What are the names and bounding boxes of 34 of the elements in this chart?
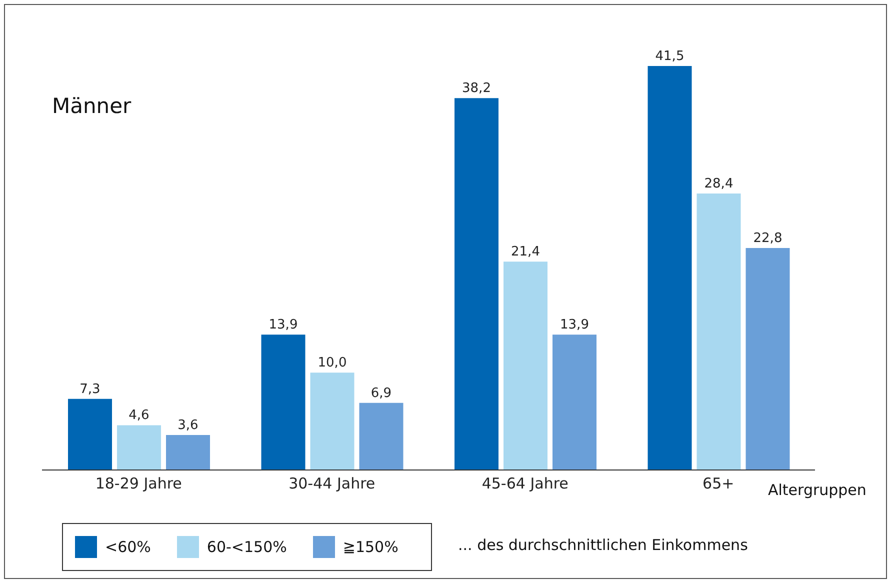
bar [117,425,161,470]
bar [359,402,404,470]
legend-label: 60-<150% [206,538,287,556]
bar [454,98,498,470]
bar [310,372,354,470]
data-label: 38,2 [462,81,491,96]
bar [552,334,596,470]
x-tick-label: 18-29 Jahre [95,474,182,493]
data-label: 21,4 [511,244,540,260]
data-label: 7,3 [80,382,100,397]
bar [166,434,210,470]
data-label: 28,4 [704,176,734,192]
text: Männer [52,94,132,118]
bar [261,334,306,470]
legend-label: ≧150% [342,538,398,556]
bar [648,66,692,470]
data-label: 10,0 [318,356,347,371]
data-label: 6,9 [370,386,392,401]
data-label: 13,9 [560,318,589,333]
x-tick-label: 30-44 Jahre [288,474,376,493]
bar [504,262,548,470]
data-label: 22,8 [753,231,782,246]
bar [696,194,741,470]
x-tick-label: 45-64 Jahre [482,474,568,493]
data-label: 13,9 [268,318,298,333]
text: ... des durchschnittlichen Einkommens [458,536,748,554]
bar [68,398,112,470]
legend-label: <60% [105,538,151,556]
data-label: 41,5 [655,49,684,64]
x-tick-label: 65+ [702,474,734,493]
x-axis-title: Altergruppen [768,481,866,499]
data-label: 4,6 [128,408,150,424]
bar [746,248,790,470]
data-label: 3,6 [178,418,198,433]
